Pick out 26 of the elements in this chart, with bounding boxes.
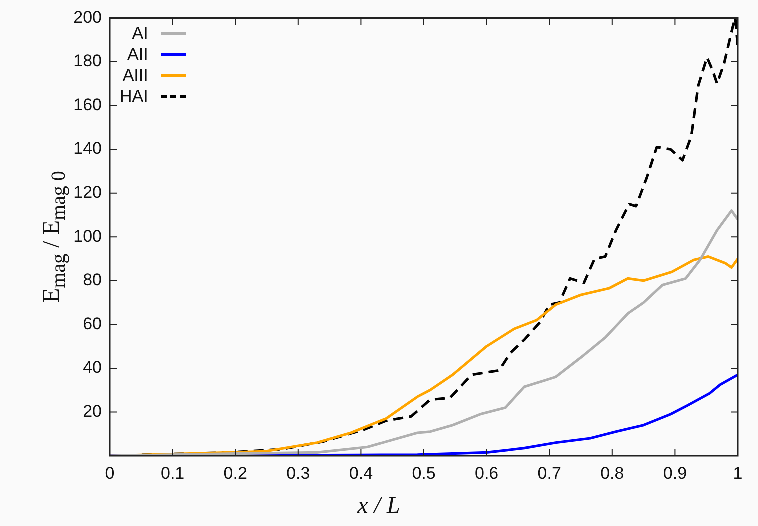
- x-tick-label: 0: [105, 464, 115, 483]
- y-tick-label: 200: [74, 8, 102, 27]
- y-tick-label: 160: [74, 95, 102, 114]
- x-tick-label: 0.4: [349, 464, 374, 483]
- y-tick-label: 180: [74, 52, 102, 71]
- x-tick-label: 0.2: [224, 464, 248, 483]
- x-tick-label: 0.5: [412, 464, 436, 483]
- x-tick-label: 0.6: [474, 464, 499, 483]
- y-tick-label: 140: [74, 139, 102, 158]
- x-axis-title: x / L: [356, 493, 402, 520]
- y-tick-label: 80: [83, 270, 102, 290]
- y-tick-label: 20: [83, 402, 102, 421]
- x-tick-label: 0.8: [600, 464, 624, 483]
- x-tick-label: 0.1: [160, 464, 185, 483]
- legend-label: HAI: [120, 86, 148, 107]
- y-tick-label: 40: [83, 358, 102, 378]
- x-tick-label: 1: [733, 464, 743, 483]
- legend-label: AIII: [122, 66, 148, 86]
- legend-label: AII: [128, 44, 148, 65]
- x-tick-label: 0.3: [286, 464, 310, 483]
- legend-label: AI: [132, 24, 148, 44]
- y-tick-label: 60: [83, 314, 102, 334]
- y-tick-label: 120: [74, 183, 102, 202]
- y-tick-label: 100: [74, 226, 102, 246]
- x-tick-label: 0.9: [663, 464, 688, 483]
- x-tick-label: 0.7: [538, 464, 562, 483]
